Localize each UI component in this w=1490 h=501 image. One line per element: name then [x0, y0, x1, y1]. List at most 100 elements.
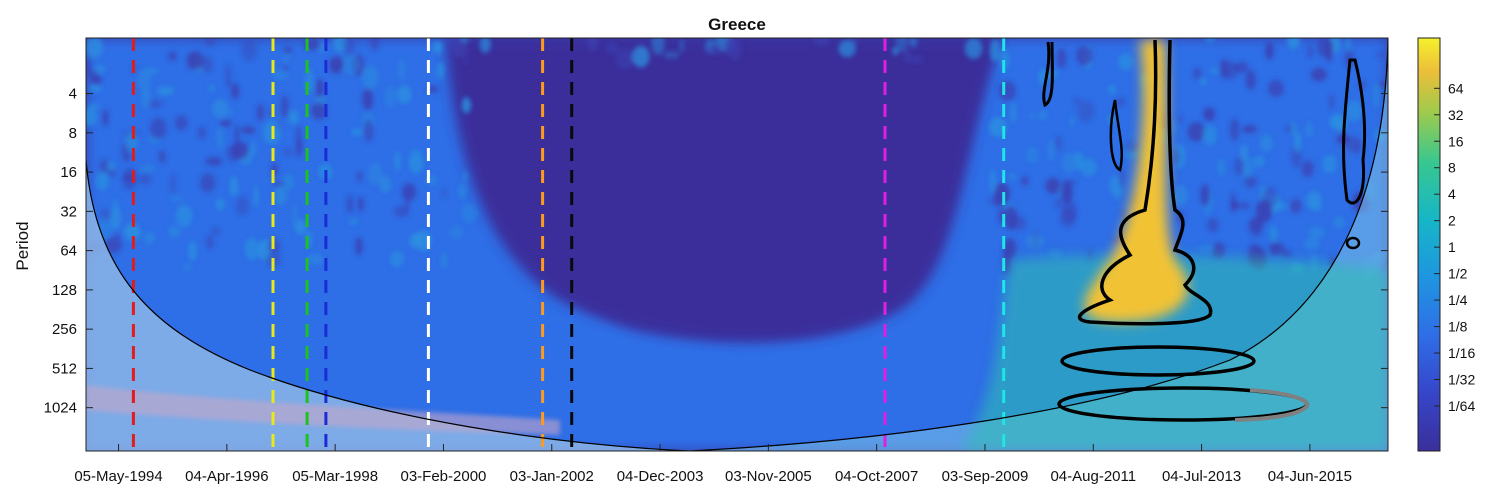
texture-blob: [215, 126, 224, 150]
texture-blob: [663, 51, 680, 59]
texture-blob: [272, 69, 289, 81]
texture-blob: [1170, 149, 1181, 165]
texture-blob: [361, 65, 379, 90]
colorbar-tick-label: 1/16: [1448, 345, 1475, 361]
texture-blob: [450, 38, 467, 58]
texture-blob: [1267, 80, 1284, 97]
coi-region: [86, 160, 690, 451]
texture-blob: [812, 38, 830, 46]
texture-blob: [632, 45, 650, 68]
texture-blob: [207, 85, 217, 92]
texture-blob: [1004, 239, 1010, 262]
texture-blob: [1202, 124, 1218, 146]
texture-blob: [175, 204, 193, 227]
texture-blob: [1269, 225, 1278, 244]
texture-blob: [1187, 122, 1206, 142]
texture-blob: [463, 170, 468, 182]
texture-blob: [150, 117, 167, 139]
texture-blob: [363, 89, 373, 111]
texture-blob: [1230, 192, 1236, 213]
texture-blob: [204, 38, 216, 47]
texture-blob: [1062, 152, 1076, 174]
texture-blob: [964, 38, 983, 60]
texture-blob: [137, 69, 152, 91]
texture-blob: [1290, 199, 1302, 214]
texture-blob: [1061, 179, 1077, 186]
texture-blob: [1021, 175, 1029, 187]
texture-blob: [1373, 84, 1380, 108]
texture-blob: [1125, 142, 1138, 153]
contour-512: [1060, 345, 1256, 377]
y-tick-label: 4: [69, 86, 77, 103]
texture-blob: [211, 227, 220, 236]
texture-blob: [1069, 115, 1075, 128]
y-tick-label: 16: [60, 164, 77, 181]
texture-blob: [1316, 38, 1333, 58]
texture-blob: [115, 232, 121, 240]
texture-blob: [295, 125, 302, 149]
texture-blob: [1177, 114, 1184, 125]
x-tick-label: 03-Sep-2009: [942, 468, 1029, 485]
texture-blob: [479, 38, 491, 53]
texture-blob: [1203, 107, 1215, 121]
texture-blob: [91, 75, 103, 85]
texture-blob: [1262, 187, 1278, 208]
texture-blob: [1248, 218, 1263, 233]
texture-blob: [86, 107, 97, 127]
texture-blob: [1322, 154, 1337, 174]
texture-blob: [397, 85, 412, 104]
texture-blob: [241, 39, 258, 61]
texture-blob: [1221, 61, 1238, 80]
texture-blob: [188, 241, 197, 262]
texture-blob: [432, 41, 443, 54]
texture-blob: [102, 109, 109, 127]
texture-blob: [384, 85, 397, 108]
texture-blob: [441, 251, 447, 269]
y-tick-label: 32: [60, 203, 77, 220]
texture-blob: [104, 236, 123, 254]
colorbar-gradient: [1417, 37, 1441, 452]
colorbar-tick-label: 16: [1448, 133, 1464, 149]
plot-frame: [85, 37, 1389, 452]
texture-blob: [168, 51, 177, 61]
contour-mid-left: [1109, 99, 1123, 172]
texture-blob: [1288, 38, 1296, 52]
texture-blob: [146, 99, 163, 108]
texture-blob: [1344, 100, 1363, 122]
texture-blob: [1272, 202, 1288, 210]
texture-blob: [1174, 184, 1188, 206]
x-tick-label: 04-Aug-2011: [1050, 468, 1136, 485]
texture-blob: [909, 55, 923, 63]
x-tick-label: 04-Oct-2007: [835, 468, 918, 485]
texture-blob: [1008, 215, 1027, 231]
texture-blob: [461, 203, 478, 223]
texture-blob: [1253, 155, 1265, 168]
coi-boundary: [86, 38, 1388, 451]
texture-blob: [283, 46, 293, 54]
texture-blob: [994, 182, 1010, 206]
y-tick-label: 256: [52, 321, 77, 338]
texture-blob: [1234, 157, 1245, 176]
texture-blob: [236, 196, 249, 216]
texture-blob: [1048, 249, 1062, 259]
texture-blob: [1025, 146, 1040, 164]
colorbar-tick-label: 1/2: [1448, 266, 1468, 282]
texture-blob: [615, 49, 633, 69]
texture-blob: [394, 206, 410, 218]
texture-blob: [379, 176, 392, 193]
high-power-band: [960, 254, 1388, 451]
texture-blob: [139, 164, 156, 173]
texture-blob: [86, 59, 90, 78]
texture-blob: [394, 150, 401, 172]
x-tick-label: 04-Dec-2003: [617, 468, 704, 485]
colorbar-tick-label: 8: [1448, 160, 1456, 176]
texture-blob: [998, 80, 1016, 101]
texture-blob: [1245, 70, 1256, 90]
texture-blob: [107, 161, 116, 172]
colorbar-tick-label: 1/4: [1448, 292, 1468, 308]
texture-blob: [1333, 216, 1346, 229]
texture-blob: [587, 38, 598, 51]
texture-blob: [292, 202, 297, 226]
texture-blob: [442, 189, 447, 198]
